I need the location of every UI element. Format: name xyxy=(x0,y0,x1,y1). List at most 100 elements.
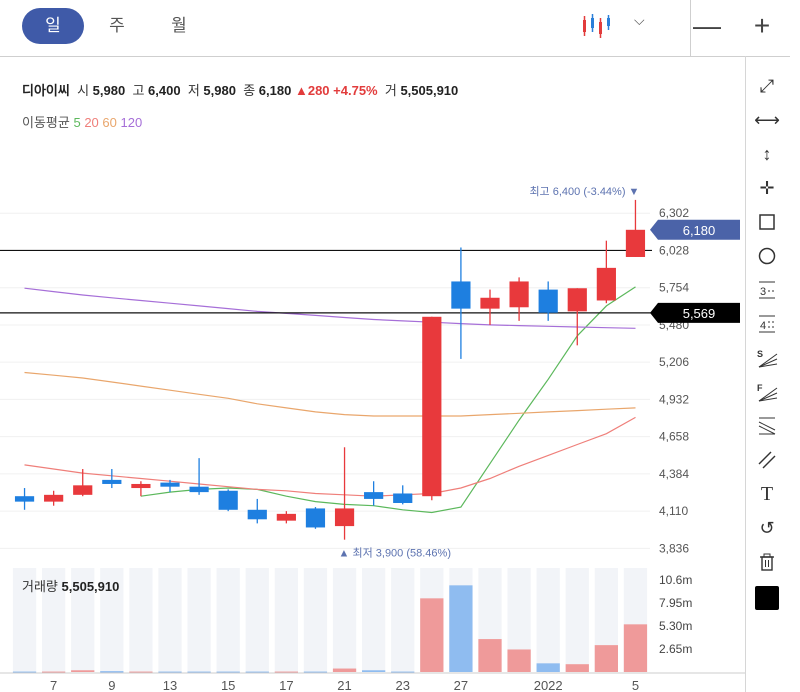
volume-bar xyxy=(536,663,560,672)
candle xyxy=(218,490,238,510)
candle xyxy=(596,267,616,301)
volume-value: 5,505,910 xyxy=(400,83,459,98)
candle xyxy=(567,288,587,312)
svg-text:S: S xyxy=(757,349,763,359)
volume-bar xyxy=(332,668,357,672)
volume-bar xyxy=(420,598,444,672)
volume-bar xyxy=(216,671,240,674)
svg-text:3: 3 xyxy=(760,286,766,298)
volume-column-bg xyxy=(42,568,66,672)
x-tick-label: 2022 xyxy=(534,678,563,692)
volume-column-bg xyxy=(129,568,153,672)
volume-label: 거 xyxy=(384,83,397,98)
y-tick-label: 4,932 xyxy=(659,392,689,406)
volume-bar xyxy=(274,671,298,674)
volume-column-bg xyxy=(362,568,386,672)
volume-tick-label: 7.95m xyxy=(659,596,692,610)
candlestick-icon[interactable] xyxy=(580,12,614,40)
parallel-lines-icon[interactable] xyxy=(752,446,782,474)
high-annotation: 최고 6,400 (-3.44%) ▼ xyxy=(529,185,639,198)
zoom-in-button[interactable]: + xyxy=(753,10,771,41)
x-tick-label: 23 xyxy=(395,678,409,692)
undo-icon[interactable]: ↺ xyxy=(759,517,775,538)
volume-column-bg xyxy=(100,568,124,672)
tab-day[interactable]: 일 xyxy=(22,8,84,44)
zoom-out-button[interactable]: — xyxy=(693,10,721,41)
speed-fan-s-icon[interactable]: S xyxy=(752,344,782,372)
candle xyxy=(73,485,93,495)
volume-bar xyxy=(449,585,473,672)
volume-bar xyxy=(187,671,211,674)
ma-line-60 xyxy=(24,371,636,417)
horizontal-arrow-icon[interactable]: ⟷ xyxy=(754,109,780,130)
chevron-down-icon[interactable]: ⌵ xyxy=(634,12,645,28)
candle xyxy=(44,494,64,502)
candle xyxy=(625,229,646,257)
high-value: 6,400 xyxy=(148,83,181,98)
volume-bar xyxy=(303,671,328,674)
move-icon[interactable]: ✛ xyxy=(759,177,775,198)
candle xyxy=(247,509,267,520)
gann-icon[interactable] xyxy=(752,412,782,440)
price-chart[interactable]: 3,8364,1104,3844,6584,9325,2065,4805,754… xyxy=(0,140,745,692)
candle xyxy=(364,492,384,499)
volume-tick-label: 5.30m xyxy=(659,619,692,633)
current-price-tag xyxy=(650,219,740,240)
ma-20-label: 20 xyxy=(84,115,99,130)
line-price-label: 5,569 xyxy=(683,306,716,321)
x-tick-label: 13 xyxy=(163,678,177,692)
trash-icon[interactable] xyxy=(752,548,782,576)
volume-bar xyxy=(594,645,618,672)
candle xyxy=(538,289,558,313)
change-percent: +4.75% xyxy=(333,83,378,98)
volume-column-bg xyxy=(274,568,298,672)
moving-average-legend: 이동평균 5 20 60 120 xyxy=(22,112,142,131)
candle xyxy=(14,496,35,502)
volume-panel-label: 거래량 5,505,910 xyxy=(22,576,119,595)
expand-icon[interactable]: ⤢ xyxy=(759,75,775,96)
volume-bar xyxy=(100,671,124,673)
candle xyxy=(480,297,500,309)
volume-bar xyxy=(478,639,502,672)
volume-bar xyxy=(129,671,153,674)
candle xyxy=(509,281,529,308)
candle xyxy=(189,486,209,493)
open-value: 5,980 xyxy=(92,83,126,98)
change-value: ▲280 xyxy=(294,83,330,98)
top-bar: 일 주 월 ⌵ — + xyxy=(0,0,790,57)
volume-column-bg xyxy=(332,568,357,672)
open-label: 시 xyxy=(77,83,90,98)
ma-line-120 xyxy=(24,287,636,329)
volume-bar xyxy=(391,671,415,674)
x-tick-label: 7 xyxy=(50,678,57,692)
volume-column-bg xyxy=(303,568,328,672)
volume-column-bg xyxy=(71,568,95,672)
volume-column-bg xyxy=(216,568,240,672)
tab-week[interactable]: 주 xyxy=(109,16,125,35)
fib-4-icon[interactable]: 4 xyxy=(752,310,782,338)
rectangle-icon[interactable] xyxy=(752,208,782,236)
candle xyxy=(276,513,296,521)
close-label: 종 xyxy=(243,83,256,98)
tab-month[interactable]: 월 xyxy=(171,16,187,35)
volume-panel-title: 거래량 xyxy=(22,579,58,594)
color-swatch-icon[interactable] xyxy=(752,584,782,612)
y-tick-label: 4,384 xyxy=(659,467,689,481)
low-annotation: ▲ 최저 3,900 (58.46%) xyxy=(339,547,451,560)
volume-panel-value: 5,505,910 xyxy=(61,579,120,594)
x-tick-label: 9 xyxy=(108,678,115,692)
vertical-arrow-icon[interactable]: ↕ xyxy=(762,143,772,164)
price-summary: 디아이씨 시 5,980 고 6,400 저 5,980 종 6,180 ▲28… xyxy=(22,80,458,99)
candle xyxy=(305,508,326,528)
text-tool-icon[interactable]: T xyxy=(760,482,774,505)
circle-icon[interactable] xyxy=(752,242,782,270)
candle xyxy=(102,479,122,484)
drawing-toolbar: ⤢ ⟷ ↕ ✛ 3 4 S F T ↺ xyxy=(745,56,791,692)
volume-column-bg xyxy=(536,568,560,672)
fib-3-icon[interactable]: 3 xyxy=(752,276,782,304)
y-tick-label: 5,754 xyxy=(659,281,689,295)
stock-name: 디아이씨 xyxy=(22,83,70,98)
candle xyxy=(422,316,442,497)
y-tick-label: 3,836 xyxy=(659,541,689,555)
fib-fan-f-icon[interactable]: F xyxy=(752,378,782,406)
